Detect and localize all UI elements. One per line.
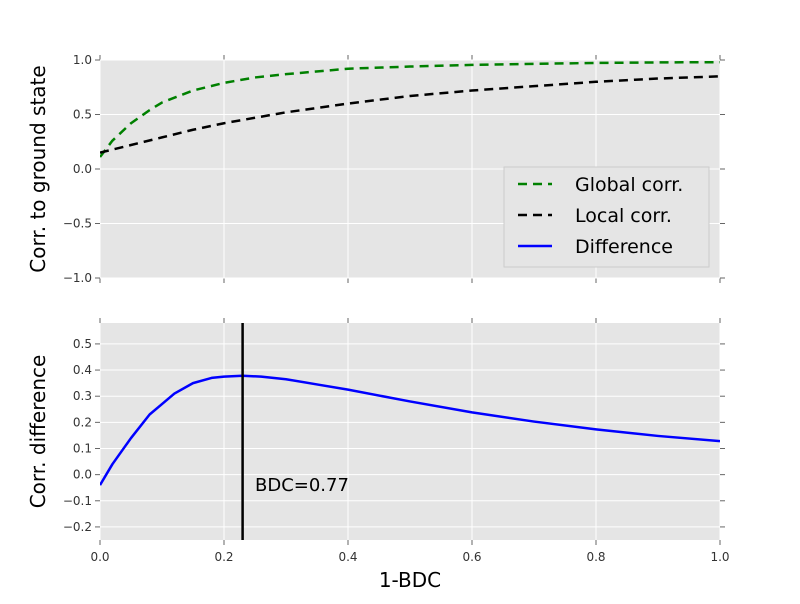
series-line-global-corr- xyxy=(100,60,720,158)
legend-label: Difference xyxy=(575,236,673,258)
annotation-label: BDC=0.77 xyxy=(255,475,349,496)
y-tick-label: 0.0 xyxy=(73,162,92,176)
x-tick-label: 0.0 xyxy=(90,550,109,564)
y-tick-label: 1.0 xyxy=(73,53,92,67)
y-tick-label: 0.0 xyxy=(73,468,92,482)
panel-2: 0.0 0.2 0.4 0.6 0.8 1.0 −0.2 −0.1 0.0 0.1 0.2 0.3 0.… xyxy=(26,318,730,592)
y-tick-label: 0.4 xyxy=(73,363,92,377)
x-axis-title: 1-BDC xyxy=(379,568,441,592)
series-line-difference xyxy=(100,374,720,486)
x-tick-label: 0.4 xyxy=(338,550,357,564)
panel-1: −1.0 −0.5 0.0 0.5 1.0 Corr. to ground state Gl… xyxy=(26,53,725,285)
y-tick-label: 0.5 xyxy=(73,337,92,351)
legend-label: Global corr. xyxy=(575,174,683,196)
y-axis-title: Corr. difference xyxy=(26,355,50,509)
y-tick-label: −0.2 xyxy=(63,520,92,534)
x-tick-label: 0.8 xyxy=(586,550,605,564)
y-tick-label: 0.2 xyxy=(73,415,92,429)
y-axis-title: Corr. to ground state xyxy=(26,65,50,272)
y-tick-label: 0.5 xyxy=(73,108,92,122)
y-tick-label: −1.0 xyxy=(63,271,92,285)
x-tick-label: 0.6 xyxy=(462,550,481,564)
y-tick-label: −0.5 xyxy=(63,217,92,231)
legend: Global corr. Local corr. Difference xyxy=(503,166,710,268)
y-tick-label: 0.1 xyxy=(73,441,92,455)
x-tick-label: 1.0 xyxy=(710,550,729,564)
y-tick-label: 0.3 xyxy=(73,389,92,403)
y-tick-label: −0.1 xyxy=(63,494,92,508)
legend-label: Local corr. xyxy=(575,205,672,227)
x-tick-label: 0.2 xyxy=(214,550,233,564)
